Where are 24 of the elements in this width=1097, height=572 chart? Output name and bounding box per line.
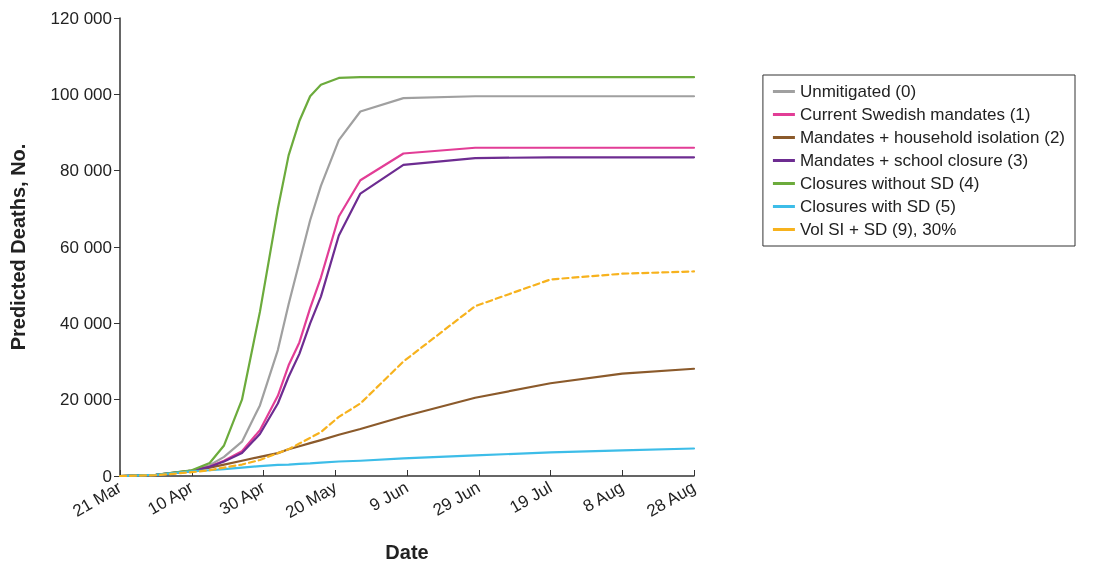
x-tick-label: 8 Aug: [579, 477, 627, 516]
legend-label: Mandates + school closure (3): [799, 151, 1029, 170]
y-tick-label: 20 000: [60, 390, 112, 410]
y-tick-label: 0: [102, 466, 112, 486]
x-tick-label: 9 Jun: [366, 477, 412, 516]
x-tick-label: 10 Apr: [144, 477, 197, 519]
y-tick-label: 80 000: [60, 161, 112, 181]
x-tick-label: 19 Jul: [506, 477, 556, 517]
legend-label: Unmitigated (0): [799, 82, 917, 101]
y-tick-label: 40 000: [60, 313, 112, 333]
legend-label: Closures with SD (5): [799, 197, 956, 216]
legend-label: Closures without SD (4): [799, 174, 980, 193]
legend-label: Current Swedish mandates (1): [799, 105, 1031, 124]
x-axis-title: Date: [385, 541, 429, 563]
y-tick-label: 100 000: [50, 84, 112, 104]
x-tick-label: 30 Apr: [216, 477, 269, 519]
x-tick-label: 20 May: [282, 477, 341, 523]
x-tick-label: 29 Jun: [429, 477, 484, 520]
x-tick-label: 28 Aug: [643, 477, 699, 521]
y-tick-label: 60 000: [60, 237, 112, 257]
y-axis-title: Predicted Deaths, No.: [7, 143, 29, 351]
y-tick-label: 120 000: [50, 8, 112, 28]
legend-label: Vol SI + SD (9), 30%: [799, 220, 957, 239]
legend-label: Mandates + household isolation (2): [799, 128, 1066, 147]
